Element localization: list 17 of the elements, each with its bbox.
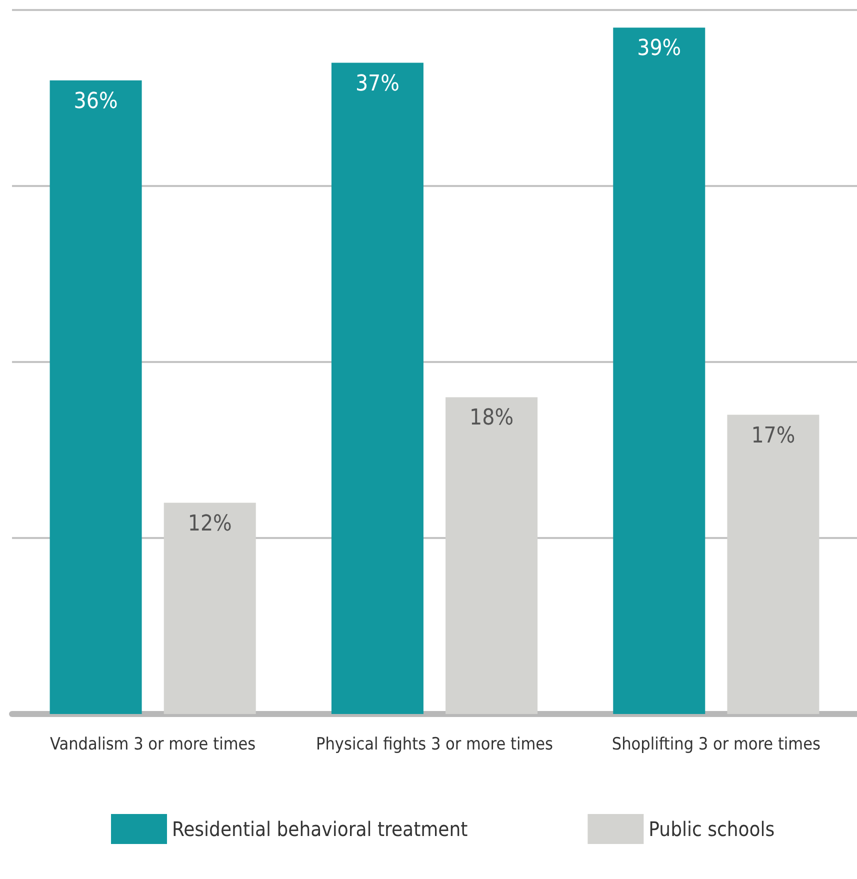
bar bbox=[50, 80, 142, 714]
data-label: 36% bbox=[74, 88, 118, 114]
bar bbox=[727, 414, 820, 714]
bar bbox=[164, 502, 256, 714]
bar bbox=[331, 62, 424, 714]
bar bbox=[446, 397, 538, 714]
data-label: 18% bbox=[470, 406, 514, 431]
data-label: 39% bbox=[637, 36, 682, 62]
x-tick-label: Physical fights 3 or more times bbox=[316, 734, 554, 754]
data-label: 12% bbox=[188, 511, 232, 536]
data-label: 17% bbox=[751, 423, 796, 448]
legend-label: Residential behavioral treatment bbox=[172, 817, 468, 841]
data-label: 37% bbox=[355, 71, 400, 96]
x-tick-label: Vandalism 3 or more times bbox=[50, 734, 256, 754]
bar bbox=[613, 28, 706, 714]
legend-label: Public schools bbox=[648, 817, 775, 841]
x-tick-label: Shoplifting 3 or more times bbox=[612, 734, 820, 754]
